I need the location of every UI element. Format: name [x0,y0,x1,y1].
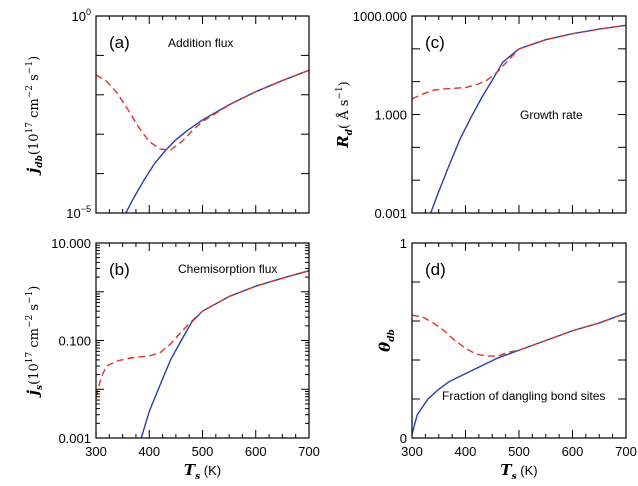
panel-d: 300 400 500 600 700 1 0 (d) Fraction of dangling… [376,236,637,482]
x-tick-label: 300 [85,444,107,459]
panel-c: 1000.000 1.000 0.001 (c) Growth rate Rd( Å s−… [334,9,627,221]
series-dashed-line [96,270,309,397]
x-axis-label: Ts (K) [500,461,537,482]
y-axis-label: Rd( Å s−1) [334,81,355,149]
x-tick-label: 300 [401,444,423,459]
y-tick-label: 1.000 [374,108,407,123]
x-axis-label: Ts (K) [184,461,221,482]
panel-label: (a) [109,33,130,52]
panel-a: 100 10−5 (a) Addition flux jdb(1017 cm−2 s−1… [24,7,310,221]
y-tick-label: 0.100 [58,334,91,349]
x-tick-label: 700 [298,444,320,459]
x-tick-label: 400 [138,444,160,459]
y-tick-label: 10−5 [66,204,91,221]
panel-annotation: Addition flux [168,36,233,50]
y-tick-label: 0.001 [58,431,91,446]
panel-label: (b) [109,260,130,279]
y-axis-label: jdb(1017 cm−2 s−1) [24,56,45,176]
x-tick-label: 500 [192,444,214,459]
x-tick-label: 600 [562,444,584,459]
y-tick-label: 0 [400,431,407,446]
panel-label: (d) [425,260,446,279]
x-tick-label: 500 [508,444,530,459]
panel-annotation: Chemisorption flux [178,262,277,276]
y-tick-label: 10.000 [51,236,91,251]
x-tick-label: 700 [615,444,637,459]
y-axis-label: js(1017 cm−2 s−1) [24,286,45,399]
y-tick-label: 0.001 [374,206,407,221]
series-dashed-line [412,312,626,357]
panel-annotation: Growth rate [520,108,583,122]
y-tick-label: 1 [400,236,407,251]
series-dashed-line [412,24,626,100]
y-axis-label: θdb [376,329,397,352]
x-tick-label: 600 [245,444,267,459]
y-tick-label: 1000.000 [353,9,407,24]
x-tick-label: 400 [455,444,477,459]
series-dashed-line [96,69,309,151]
panel-annotation: Fraction of dangling bond sites [442,389,605,403]
panel-label: (c) [425,33,445,52]
series-solid-line [125,69,309,213]
series-solid-line [140,270,309,438]
y-tick-label: 100 [72,7,91,24]
panel-b: 300 400 500 600 700 10.000 0.100 0.001 (b) Chemis… [24,236,320,482]
